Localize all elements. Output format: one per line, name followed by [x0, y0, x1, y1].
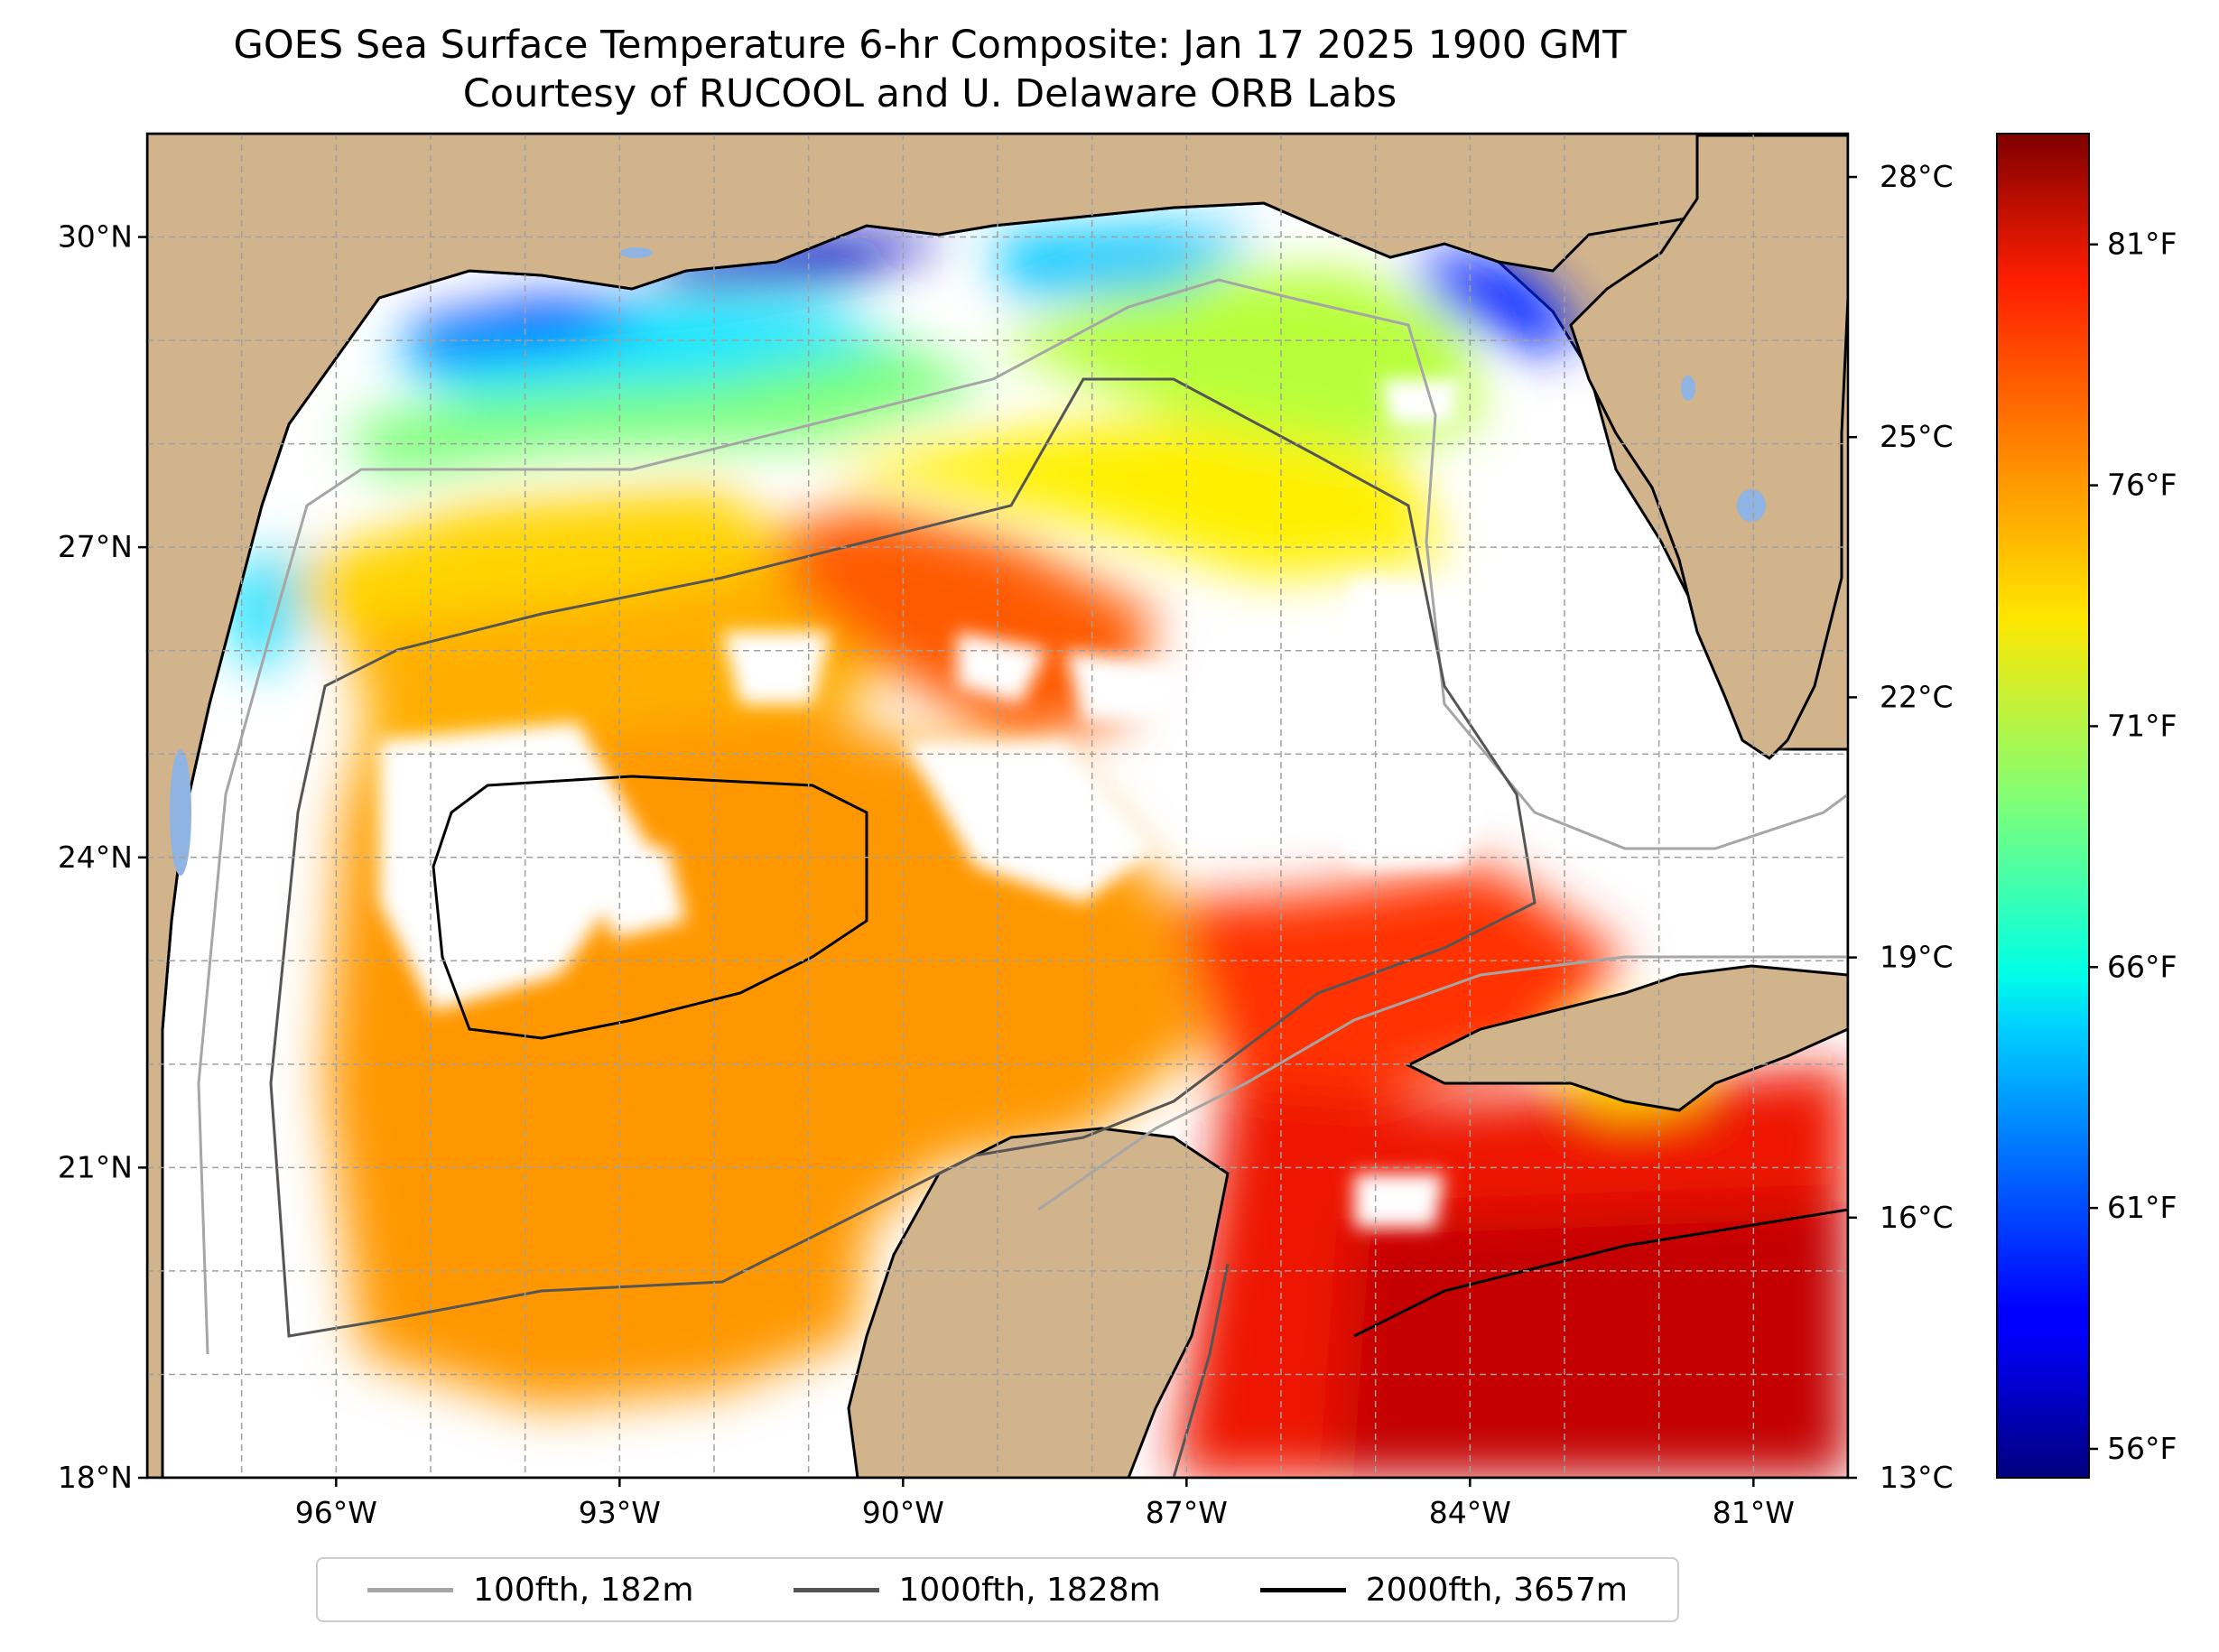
celsius-tick-label: 28°C: [1880, 159, 1954, 194]
lon-tick-label: 84°W: [1429, 1495, 1511, 1530]
longitude-axis: 96°W 93°W 90°W 87°W 84°W 81°W: [295, 1478, 1795, 1530]
lon-tick-label: 87°W: [1146, 1495, 1228, 1530]
map-title: GOES Sea Surface Temperature 6-hr Compos…: [233, 23, 1627, 68]
lat-tick-label: 21°N: [58, 1149, 133, 1184]
celsius-tick-label: 22°C: [1880, 679, 1954, 714]
legend-item-100fth: 100fth, 182m: [367, 1572, 693, 1609]
fahrenheit-tick-label: 66°F: [2107, 949, 2177, 984]
lat-tick-label: 30°N: [58, 219, 133, 255]
legend-swatch-100fth: [367, 1587, 454, 1592]
legend-label: 100fth, 182m: [473, 1571, 694, 1609]
fahrenheit-tick-label: 56°F: [2107, 1431, 2177, 1466]
fahrenheit-tick-label: 71°F: [2107, 708, 2177, 743]
bathymetry-contours: [197, 278, 1848, 1478]
fahrenheit-tick-label: 61°F: [2107, 1190, 2177, 1225]
celsius-tick-label: 13°C: [1880, 1460, 1954, 1495]
lat-tick-label: 18°N: [58, 1460, 133, 1495]
colorbar: [1996, 133, 2090, 1479]
lon-tick-label: 93°W: [579, 1495, 661, 1530]
legend-swatch-1000fth: [793, 1587, 879, 1592]
legend: 100fth, 182m 1000fth, 1828m 2000fth, 365…: [316, 1557, 1679, 1622]
fahrenheit-tick-label: 81°F: [2107, 227, 2177, 262]
legend-item-2000fth: 2000fth, 3657m: [1259, 1571, 1628, 1609]
lon-tick-label: 90°W: [862, 1495, 944, 1530]
legend-item-1000fth: 1000fth, 1828m: [793, 1571, 1161, 1609]
legend-swatch-2000fth: [1259, 1587, 1346, 1592]
map-frame: [145, 132, 1850, 1480]
lon-tick-label: 96°W: [295, 1495, 377, 1530]
gridlines: [147, 134, 1848, 1478]
celsius-tick-label: 16°C: [1880, 1200, 1954, 1235]
celsius-tick-label: 19°C: [1880, 940, 1954, 975]
map-subtitle: Courtesy of RUCOOL and U. Delaware ORB L…: [462, 71, 1397, 116]
legend-label: 2000fth, 3657m: [1365, 1571, 1628, 1609]
legend-label: 1000fth, 1828m: [898, 1571, 1161, 1609]
celsius-tick-label: 25°C: [1880, 419, 1954, 454]
lat-tick-label: 24°N: [58, 840, 133, 875]
lakes: [170, 247, 1766, 876]
lat-tick-label: 27°N: [58, 529, 133, 564]
colorbar-celsius-ticks: 28°C 25°C 22°C 19°C 16°C 13°C: [1848, 159, 1954, 1495]
latitude-axis: 18°N 21°N 24°N 27°N 30°N: [58, 219, 147, 1495]
colorbar-fahrenheit-ticks: 81°F 76°F 71°F 66°F 61°F 56°F: [2089, 227, 2177, 1466]
landmasses: [147, 134, 1848, 1478]
cloud-gaps: [379, 379, 1787, 1228]
lon-tick-label: 81°W: [1713, 1495, 1795, 1530]
fahrenheit-tick-label: 76°F: [2107, 468, 2177, 503]
